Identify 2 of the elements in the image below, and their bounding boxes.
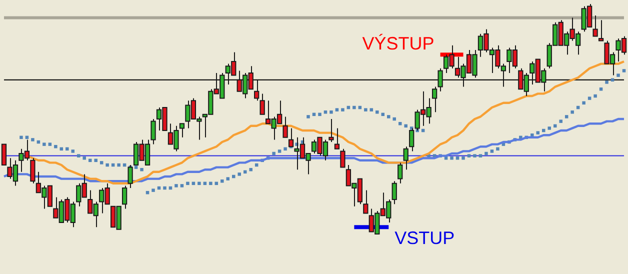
series-label: VSTUP — [394, 228, 455, 248]
series-label: VÝSTUP — [362, 34, 434, 54]
